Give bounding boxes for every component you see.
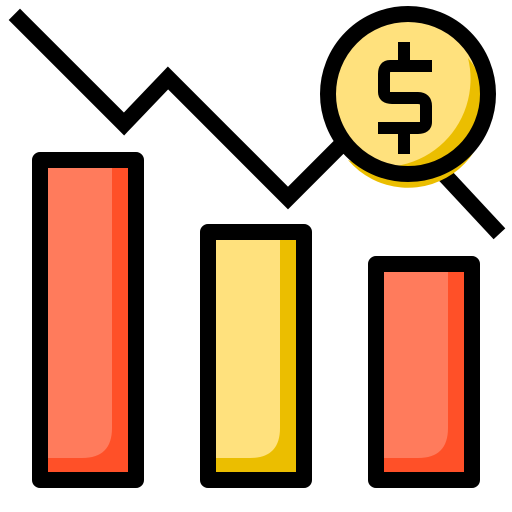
- magnifier-dollar-coin: [320, 6, 496, 188]
- bar-right: [368, 256, 480, 488]
- bar-left: [32, 152, 144, 488]
- magnifier-handle: [428, 158, 506, 240]
- trend-line: [8, 8, 348, 210]
- bar-middle: [200, 224, 312, 488]
- dollar-sign-icon: [378, 42, 432, 154]
